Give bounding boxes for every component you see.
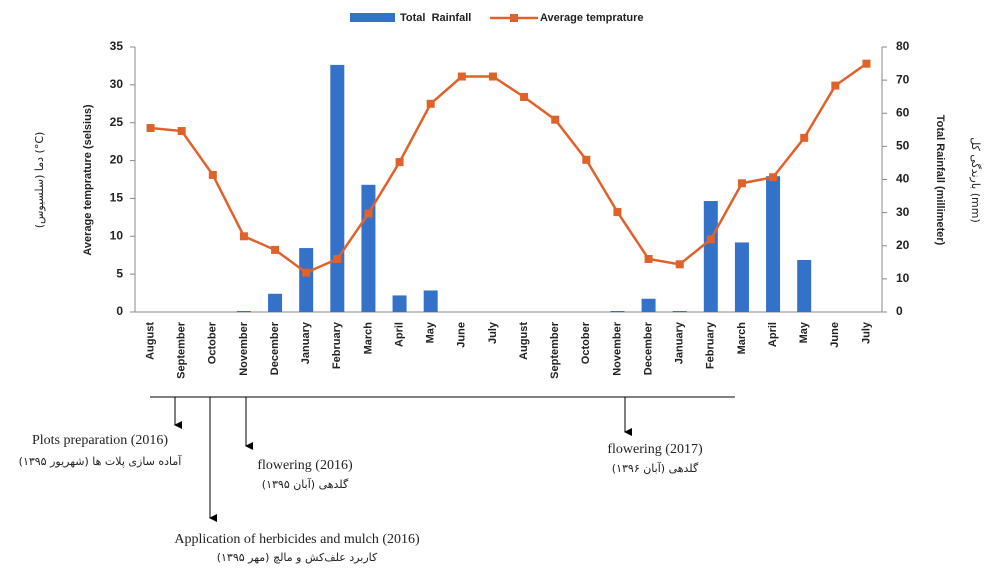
marker <box>208 170 217 179</box>
marker <box>395 158 404 167</box>
marker <box>146 124 155 133</box>
y2-tick-label: 0 <box>896 304 903 318</box>
y-tick-label: 20 <box>110 153 124 167</box>
y-axis-label-fa: دما (سلسیوس) (°C) <box>33 132 46 229</box>
bar <box>236 311 251 312</box>
y2-axis-label: Total Rainfall (millimeter) <box>934 115 946 246</box>
x-tick-label: September <box>176 321 188 379</box>
annotation-fa: آماده سازی پلات ها (شهریور ۱۳۹۵) <box>19 454 183 468</box>
y-axis-label: Average temprature (selsius) <box>82 104 94 256</box>
x-tick-label: August <box>518 322 530 360</box>
marker <box>177 127 186 136</box>
y2-tick-label: 40 <box>896 172 910 186</box>
bar <box>734 242 749 312</box>
x-tick-label: January <box>300 321 312 364</box>
annotation: Application of herbicides and mulch (201… <box>174 532 420 547</box>
bar <box>299 248 314 312</box>
y2-axis-label-fa: بارندگی کل (mm) <box>969 137 982 223</box>
marker <box>675 260 684 269</box>
marker <box>364 209 373 218</box>
y2-tick-label: 50 <box>896 139 910 153</box>
bar <box>330 64 345 312</box>
x-tick-label: May <box>425 321 437 343</box>
y2-tick-label: 70 <box>896 72 910 86</box>
marker <box>271 245 280 254</box>
marker <box>831 81 840 90</box>
bar <box>672 311 687 312</box>
annotation-fa: گلدهی (آبان ۱۳۹۶) <box>612 461 699 475</box>
x-tick-label: March <box>362 322 374 355</box>
bar <box>268 293 283 312</box>
annotation-fa: کاربرد علف‌کش و مالچ (مهر ۱۳۹۵) <box>217 551 378 564</box>
y2-tick-label: 20 <box>896 238 910 252</box>
y2-tick-label: 60 <box>896 105 910 119</box>
x-tick-label: February <box>705 321 717 369</box>
line <box>150 62 868 275</box>
x-tick-label: February <box>331 321 343 369</box>
marker <box>488 72 497 81</box>
x-tick-label: October <box>207 321 219 364</box>
marker <box>426 99 435 108</box>
x-tick-label: August <box>144 322 156 360</box>
bar <box>610 311 625 312</box>
y-tick-label: 0 <box>116 304 123 318</box>
marker <box>706 235 715 244</box>
x-tick-label: July <box>487 321 499 344</box>
bar <box>641 298 656 312</box>
y-tick-label: 10 <box>110 228 124 242</box>
y2-tick-label: 80 <box>896 39 910 53</box>
marker <box>769 173 778 182</box>
bar <box>423 290 438 312</box>
marker <box>800 133 809 142</box>
x-tick-label: December <box>269 321 281 375</box>
marker <box>302 268 311 277</box>
legend-label: Average temprature <box>540 12 644 24</box>
y-tick-label: 15 <box>110 191 124 205</box>
x-tick-label: October <box>580 321 592 364</box>
x-tick-label: April <box>767 322 779 347</box>
x-tick-label: May <box>798 321 810 343</box>
bar <box>797 259 812 312</box>
x-tick-label: July <box>860 321 872 344</box>
x-tick-label: January <box>674 321 686 364</box>
y2-tick-label: 30 <box>896 205 910 219</box>
annotation-fa: گلدهی (آبان ۱۳۹۵) <box>262 477 349 491</box>
legend-swatch <box>510 14 518 22</box>
y-tick-label: 25 <box>110 115 124 129</box>
x-tick-label: November <box>238 321 250 376</box>
marker <box>862 59 871 68</box>
marker <box>457 72 466 81</box>
x-tick-label: April <box>393 322 405 347</box>
x-tick-label: March <box>736 322 748 355</box>
marker <box>582 155 591 164</box>
bar <box>766 176 781 312</box>
bar <box>703 201 718 312</box>
y-tick-label: 5 <box>116 266 123 280</box>
x-tick-label: September <box>549 321 561 379</box>
marker <box>551 115 560 124</box>
annotation: Plots preparation (2016) <box>32 433 168 448</box>
marker <box>520 92 529 101</box>
x-tick-label: June <box>829 322 841 348</box>
y-tick-label: 35 <box>110 39 124 53</box>
legend-swatch <box>350 13 395 22</box>
annotation: flowering (2017) <box>607 442 703 457</box>
legend-label: Total Rainfall <box>400 12 471 24</box>
x-tick-label: June <box>456 322 468 348</box>
marker <box>239 232 248 241</box>
y-tick-label: 30 <box>110 77 124 91</box>
marker <box>737 179 746 188</box>
bar <box>392 295 407 312</box>
marker <box>644 255 653 263</box>
marker <box>333 255 342 263</box>
annotation: flowering (2016) <box>257 458 353 473</box>
y2-tick-label: 10 <box>896 271 910 285</box>
marker <box>613 208 622 217</box>
x-tick-label: November <box>611 321 623 376</box>
x-tick-label: December <box>642 321 654 375</box>
